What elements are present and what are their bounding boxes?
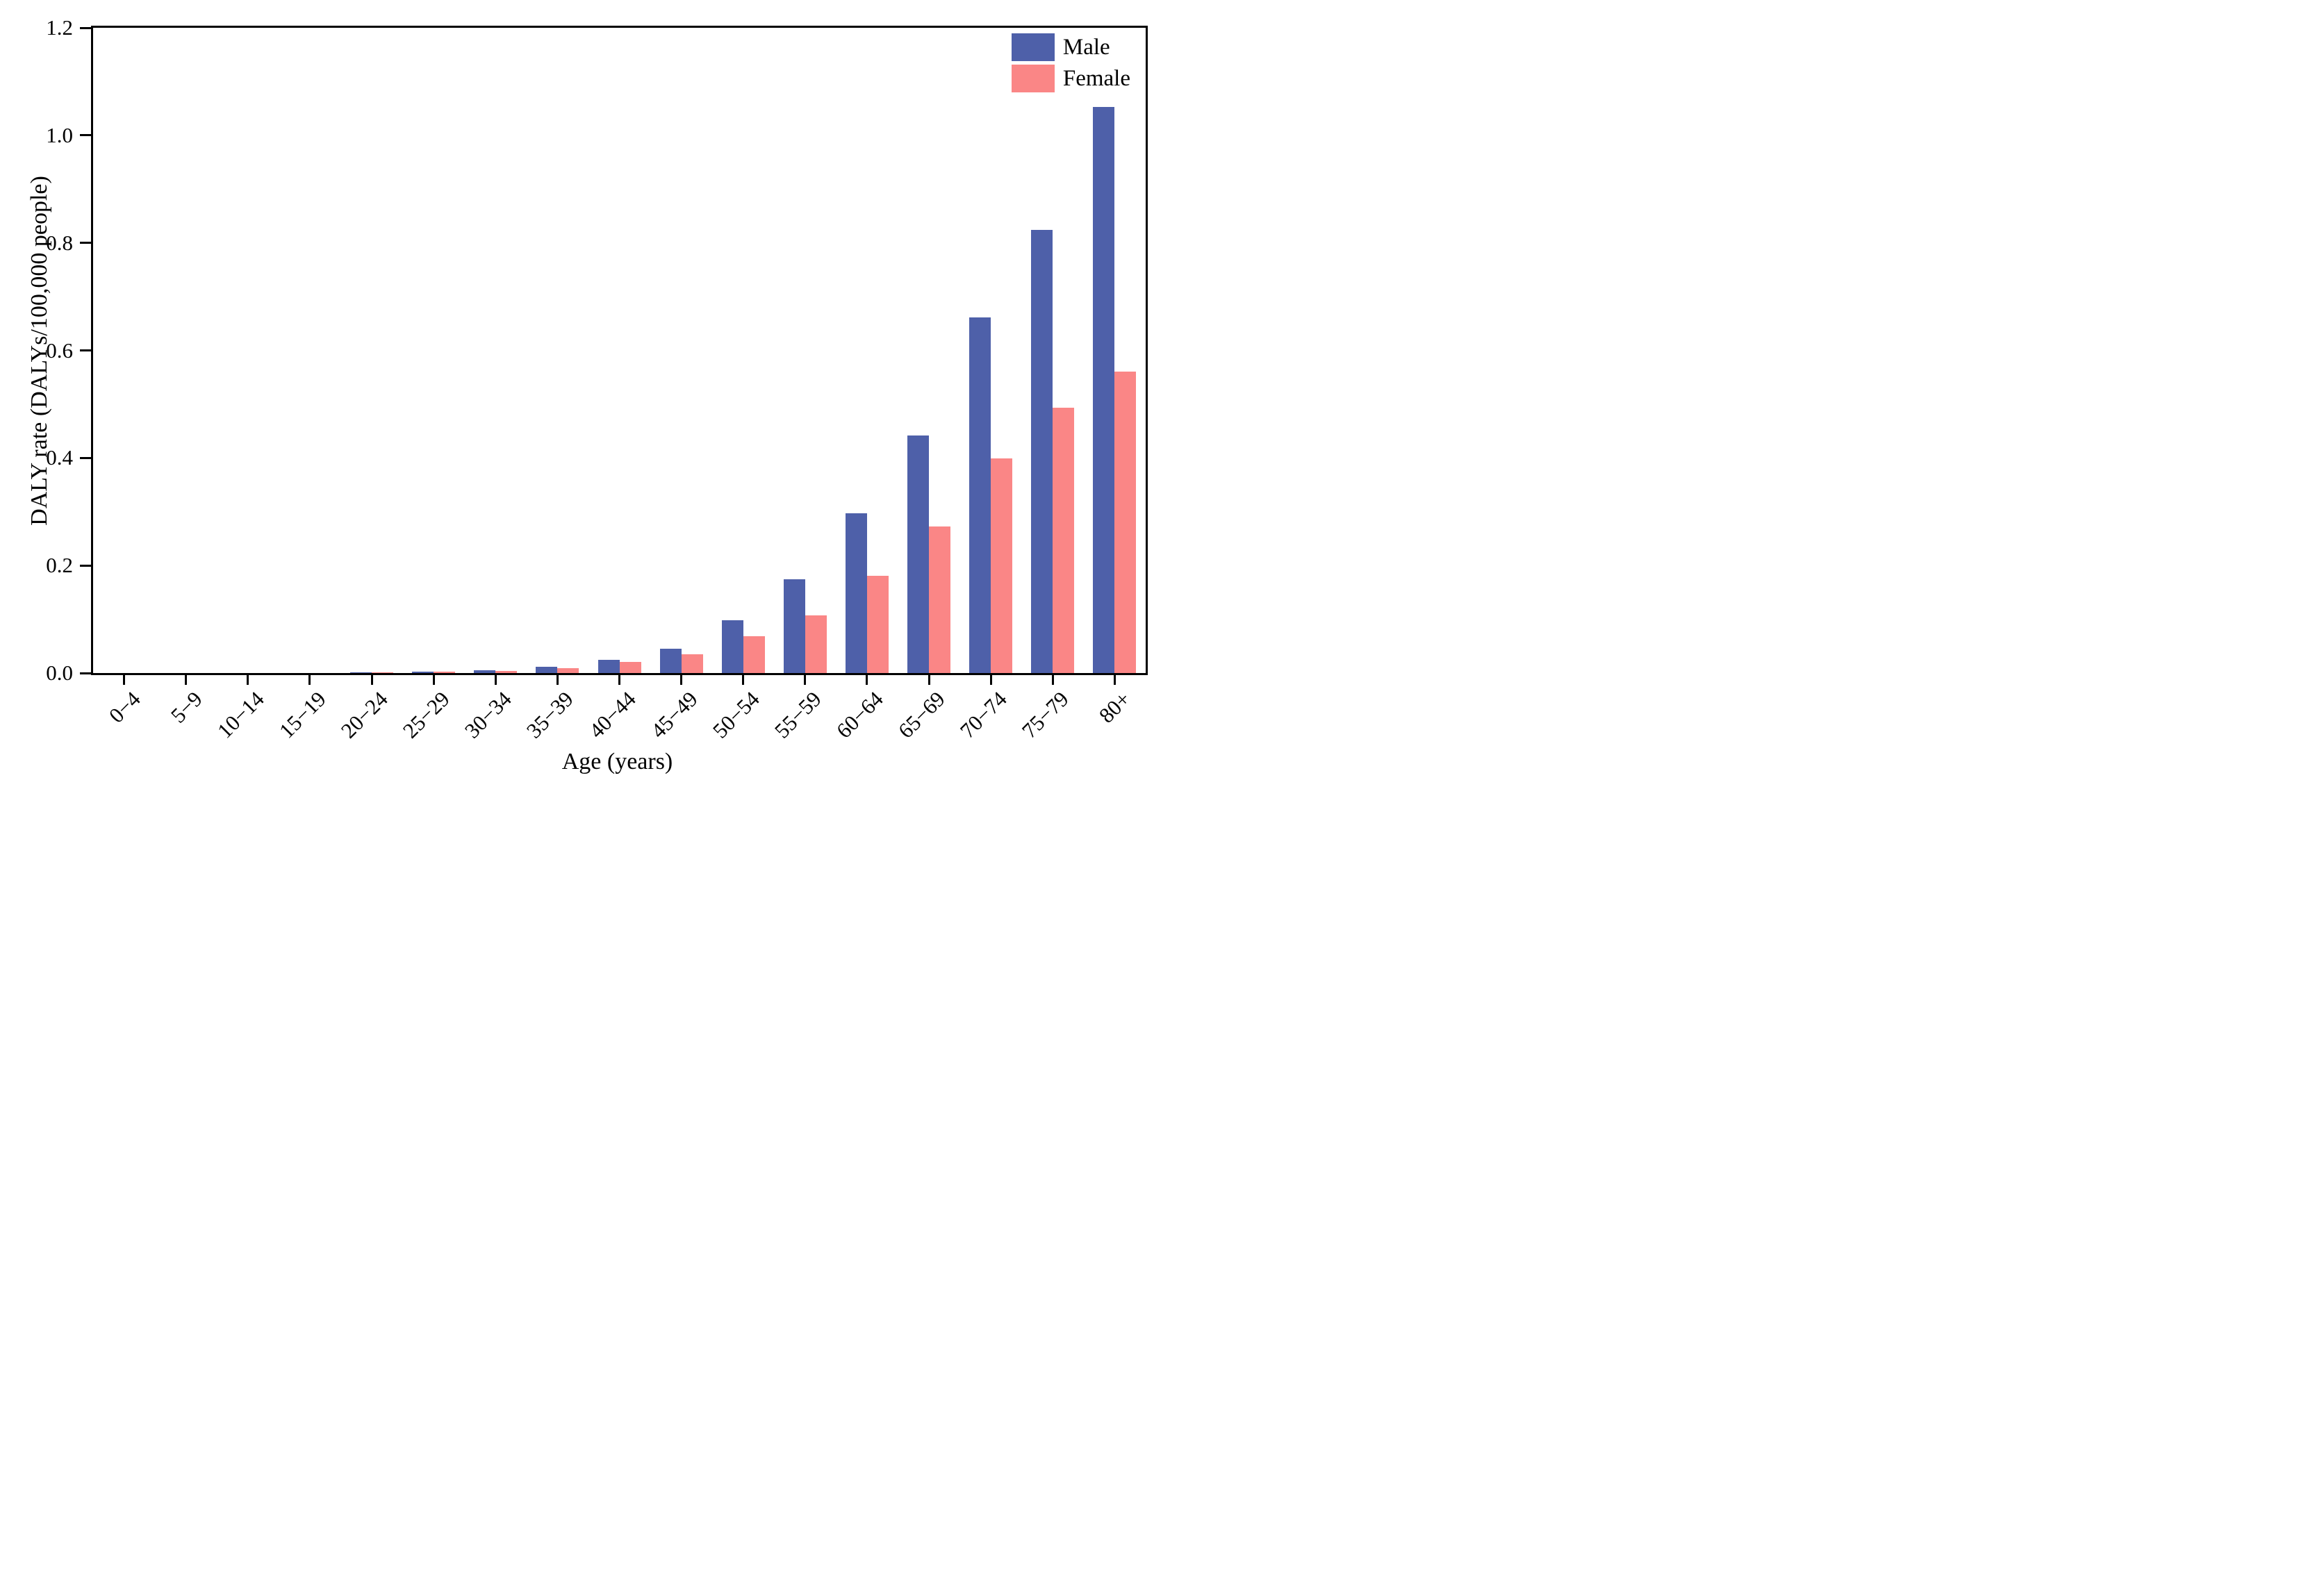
female-legend-swatch bbox=[1011, 65, 1055, 92]
male-bar-75−79 bbox=[1031, 230, 1053, 673]
y-tick-mark-1.0 bbox=[80, 134, 91, 136]
y-tick-mark-1.2 bbox=[80, 27, 91, 29]
x-tick-label-55−59: 55−59 bbox=[769, 686, 826, 743]
x-tick-mark-75−79 bbox=[1052, 673, 1054, 685]
male-bar-35−39 bbox=[536, 667, 557, 673]
x-tick-label-65−69: 65−69 bbox=[893, 686, 950, 743]
y-tick-label-0.4: 0.4 bbox=[46, 445, 73, 470]
x-tick-mark-10−14 bbox=[247, 673, 249, 685]
male-legend-swatch bbox=[1011, 33, 1055, 61]
x-tick-label-40−44: 40−44 bbox=[584, 686, 641, 743]
male-bar-25−29 bbox=[412, 672, 434, 673]
x-tick-mark-45−49 bbox=[680, 673, 682, 685]
y-tick-label-0.0: 0.0 bbox=[46, 661, 73, 685]
daly-rate-bar-chart: DALY rate (DALYs/100,000 people) Male Fe… bbox=[0, 0, 1162, 792]
x-tick-mark-55−59 bbox=[804, 673, 806, 685]
male-bar-20−24 bbox=[350, 672, 372, 673]
x-tick-label-35−39: 35−39 bbox=[521, 686, 578, 743]
male-bar-30−34 bbox=[474, 670, 495, 673]
female-bar-35−39 bbox=[557, 668, 579, 673]
female-legend-label: Female bbox=[1062, 66, 1130, 91]
female-bar-65−69 bbox=[929, 526, 950, 673]
male-bar-80+ bbox=[1093, 107, 1114, 673]
x-tick-label-70−74: 70−74 bbox=[955, 686, 1012, 743]
x-tick-label-80+: 80+ bbox=[1094, 686, 1135, 728]
female-bar-60−64 bbox=[867, 576, 889, 673]
x-tick-mark-0−4 bbox=[123, 673, 125, 685]
legend-row-female: Female bbox=[1011, 65, 1130, 92]
x-tick-mark-65−69 bbox=[928, 673, 930, 685]
female-bar-40−44 bbox=[620, 662, 641, 673]
x-tick-mark-60−64 bbox=[866, 673, 868, 685]
x-tick-label-5−9: 5−9 bbox=[165, 686, 207, 728]
y-tick-label-1.2: 1.2 bbox=[46, 15, 73, 40]
female-bar-55−59 bbox=[805, 615, 827, 673]
male-bar-45−49 bbox=[660, 649, 682, 673]
x-tick-label-10−14: 10−14 bbox=[212, 686, 269, 743]
x-tick-mark-40−44 bbox=[618, 673, 620, 685]
x-tick-mark-35−39 bbox=[557, 673, 559, 685]
y-tick-label-0.8: 0.8 bbox=[46, 231, 73, 255]
y-tick-mark-0.6 bbox=[80, 349, 91, 351]
x-tick-label-20−24: 20−24 bbox=[336, 686, 393, 743]
male-bar-65−69 bbox=[907, 435, 929, 673]
male-bar-50−54 bbox=[722, 620, 743, 673]
x-tick-mark-80+ bbox=[1114, 673, 1116, 685]
female-bar-70−74 bbox=[991, 458, 1012, 673]
x-tick-label-50−54: 50−54 bbox=[707, 686, 764, 743]
male-legend-label: Male bbox=[1062, 35, 1110, 60]
y-tick-label-0.2: 0.2 bbox=[46, 553, 73, 577]
male-bar-60−64 bbox=[846, 513, 867, 673]
female-bar-45−49 bbox=[682, 654, 703, 673]
x-tick-mark-50−54 bbox=[742, 673, 744, 685]
x-tick-mark-5−9 bbox=[185, 673, 187, 685]
legend: Male Female bbox=[1011, 33, 1130, 96]
female-bar-80+ bbox=[1114, 372, 1136, 673]
x-tick-label-0−4: 0−4 bbox=[104, 686, 145, 728]
x-tick-mark-25−29 bbox=[433, 673, 435, 685]
female-bar-50−54 bbox=[743, 636, 765, 673]
x-tick-label-30−34: 30−34 bbox=[459, 686, 516, 743]
female-bar-30−34 bbox=[495, 671, 517, 673]
y-tick-mark-0.8 bbox=[80, 242, 91, 244]
y-tick-label-1.0: 1.0 bbox=[46, 123, 73, 147]
female-bar-20−24 bbox=[372, 672, 393, 673]
male-bar-70−74 bbox=[969, 317, 991, 673]
x-tick-mark-20−24 bbox=[371, 673, 373, 685]
x-tick-mark-30−34 bbox=[495, 673, 497, 685]
x-tick-label-60−64: 60−64 bbox=[831, 686, 888, 743]
y-tick-mark-0.2 bbox=[80, 565, 91, 567]
y-tick-mark-0.4 bbox=[80, 457, 91, 459]
male-bar-40−44 bbox=[598, 660, 620, 673]
y-tick-label-0.6: 0.6 bbox=[46, 338, 73, 363]
female-bar-75−79 bbox=[1053, 408, 1074, 673]
male-bar-55−59 bbox=[784, 579, 805, 673]
x-tick-label-75−79: 75−79 bbox=[1016, 686, 1073, 743]
x-tick-label-45−49: 45−49 bbox=[645, 686, 702, 743]
legend-row-male: Male bbox=[1011, 33, 1130, 61]
x-tick-mark-15−19 bbox=[308, 673, 311, 685]
x-tick-label-25−29: 25−29 bbox=[397, 686, 454, 743]
plot-area: Male Female bbox=[91, 26, 1148, 675]
x-axis-title: Age (years) bbox=[561, 749, 673, 774]
x-tick-mark-70−74 bbox=[990, 673, 992, 685]
x-tick-label-15−19: 15−19 bbox=[274, 686, 331, 743]
y-tick-mark-0.0 bbox=[80, 672, 91, 674]
female-bar-25−29 bbox=[434, 672, 455, 673]
